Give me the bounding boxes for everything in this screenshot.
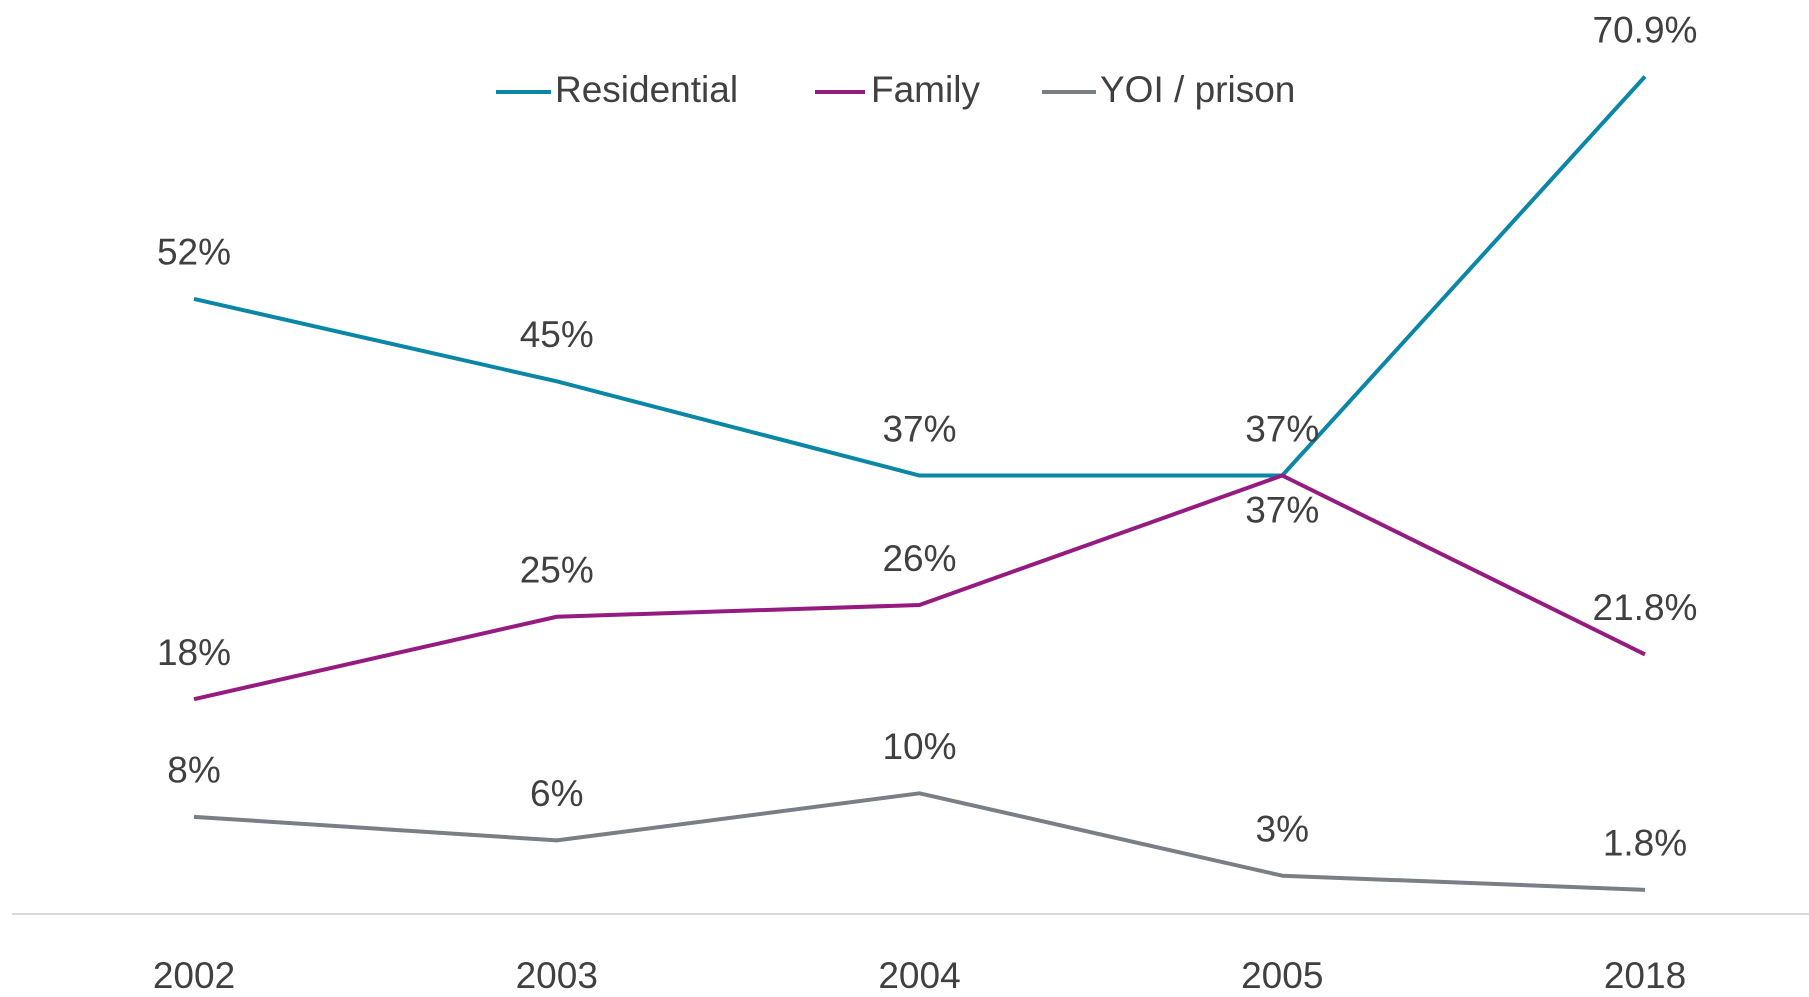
data-label: 25% <box>520 550 594 591</box>
data-label: 6% <box>530 773 583 814</box>
x-tick-label: 2004 <box>878 955 960 996</box>
data-label: 37% <box>1245 408 1319 449</box>
x-tick-label: 2002 <box>153 955 235 996</box>
legend-label: Residential <box>555 69 738 110</box>
legend-label: YOI / prison <box>1100 69 1295 110</box>
x-tick-label: 2018 <box>1604 955 1686 996</box>
data-label: 26% <box>882 538 956 579</box>
series-line <box>193 473 1646 702</box>
legend-label: Family <box>871 69 980 110</box>
data-label: 18% <box>157 632 231 673</box>
data-label: 21.8% <box>1593 587 1698 628</box>
data-label: 1.8% <box>1603 823 1687 864</box>
series-line <box>193 791 1646 892</box>
data-label: 52% <box>157 232 231 273</box>
data-label: 45% <box>520 314 594 355</box>
x-tick-label: 2005 <box>1241 955 1323 996</box>
x-tick-label: 2003 <box>516 955 598 996</box>
data-label: 10% <box>882 726 956 767</box>
data-label: 70.9% <box>1593 9 1698 50</box>
data-label: 3% <box>1256 808 1309 849</box>
series-line <box>193 75 1647 478</box>
data-label: 8% <box>167 750 220 791</box>
data-label: 37% <box>1245 489 1319 530</box>
data-label: 37% <box>882 408 956 449</box>
